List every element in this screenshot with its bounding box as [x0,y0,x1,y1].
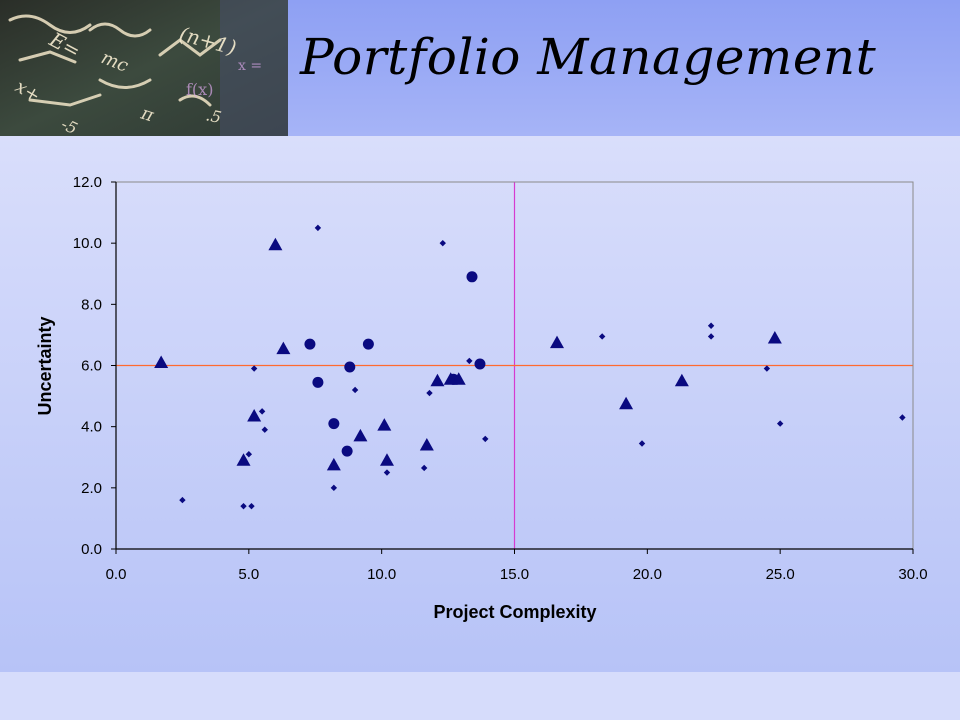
triangle-point [674,373,689,387]
circle-point [304,338,316,350]
y-tick-label: 8.0 [81,296,102,313]
diamond-point [330,484,338,492]
circle-point [341,445,353,457]
triangle-point [430,373,445,387]
triangle-point [550,335,565,349]
x-tick-label: 10.0 [367,566,396,583]
y-tick-label: 12.0 [73,174,102,191]
diamond-point [707,322,715,329]
slide-footer [0,672,960,720]
diamond-point [598,333,606,340]
diamond-point [245,450,253,458]
diamond-point [763,365,771,372]
svg-text:.5: .5 [204,105,223,127]
diamond-point [248,502,255,510]
diamond-point [899,414,906,421]
x-tick-label: 0.0 [106,566,127,583]
chart-axes [111,181,914,554]
diamond-point [466,357,473,365]
diamond-point [240,502,247,510]
triangle-point [379,453,394,466]
diamond-point [776,420,784,427]
y-tick-label: 2.0 [81,480,102,497]
svg-text:x =: x = [238,58,262,74]
y-axis-title: Uncertainty [35,316,55,415]
triangle-point [268,237,283,251]
y-tick-label: 6.0 [81,358,102,375]
circle-point [328,418,340,430]
diamond-point [314,224,322,232]
circle-point [312,376,324,388]
circle-point [344,361,356,373]
diamond-point [439,239,446,247]
diamond-point [420,464,428,472]
triangle-point [767,330,782,344]
triangle-point [326,457,341,471]
triangle-point [154,355,169,368]
svg-text:f(x): f(x) [186,80,213,99]
reference-lines [116,182,913,549]
y-tick-label: 4.0 [81,419,102,436]
diamond-point [482,435,489,443]
slide-title: Portfolio Management [300,28,877,86]
diamond-point [638,440,646,447]
slide-header: E= mc (n+1) π x+ -5 .5 f(x) x = Portfoli… [0,0,960,136]
triangle-point [451,372,466,385]
y-tick-label: 0.0 [81,541,102,558]
diamond-point [351,386,359,394]
triangle-point [419,438,434,451]
circle-point [466,271,478,283]
data-points [154,224,906,510]
diamond-point [179,496,186,504]
diamond-point [258,408,266,415]
triangle-point [247,408,262,422]
triangle-point [353,428,368,442]
x-tick-label: 15.0 [500,566,529,583]
y-tick-label: 10.0 [73,235,102,252]
diamond-point [426,389,433,397]
triangle-point [619,396,634,410]
circle-point [362,338,374,350]
x-axis-title: Project Complexity [433,602,596,622]
chalkboard-equations-photo: E= mc (n+1) π x+ -5 .5 f(x) x = [0,0,288,136]
x-tick-label: 5.0 [238,566,259,583]
circle-point [474,358,486,370]
diamond-point [383,469,391,476]
slide-body [0,136,960,672]
x-tick-label: 30.0 [898,566,927,583]
tick-labels: 0.0 5.0 10.0 15.0 20.0 25.0 30.0 0.0 2.0 4.0 6.0 8.… [73,174,928,583]
svg-text:-5: -5 [58,114,80,136]
diamond-point [707,333,715,340]
x-tick-label: 20.0 [633,566,662,583]
x-tick-label: 25.0 [766,566,795,583]
diamond-point [261,426,268,433]
triangle-point [276,341,291,355]
triangle-point [236,453,251,466]
diamond-point [250,365,258,372]
triangle-point [377,418,392,431]
